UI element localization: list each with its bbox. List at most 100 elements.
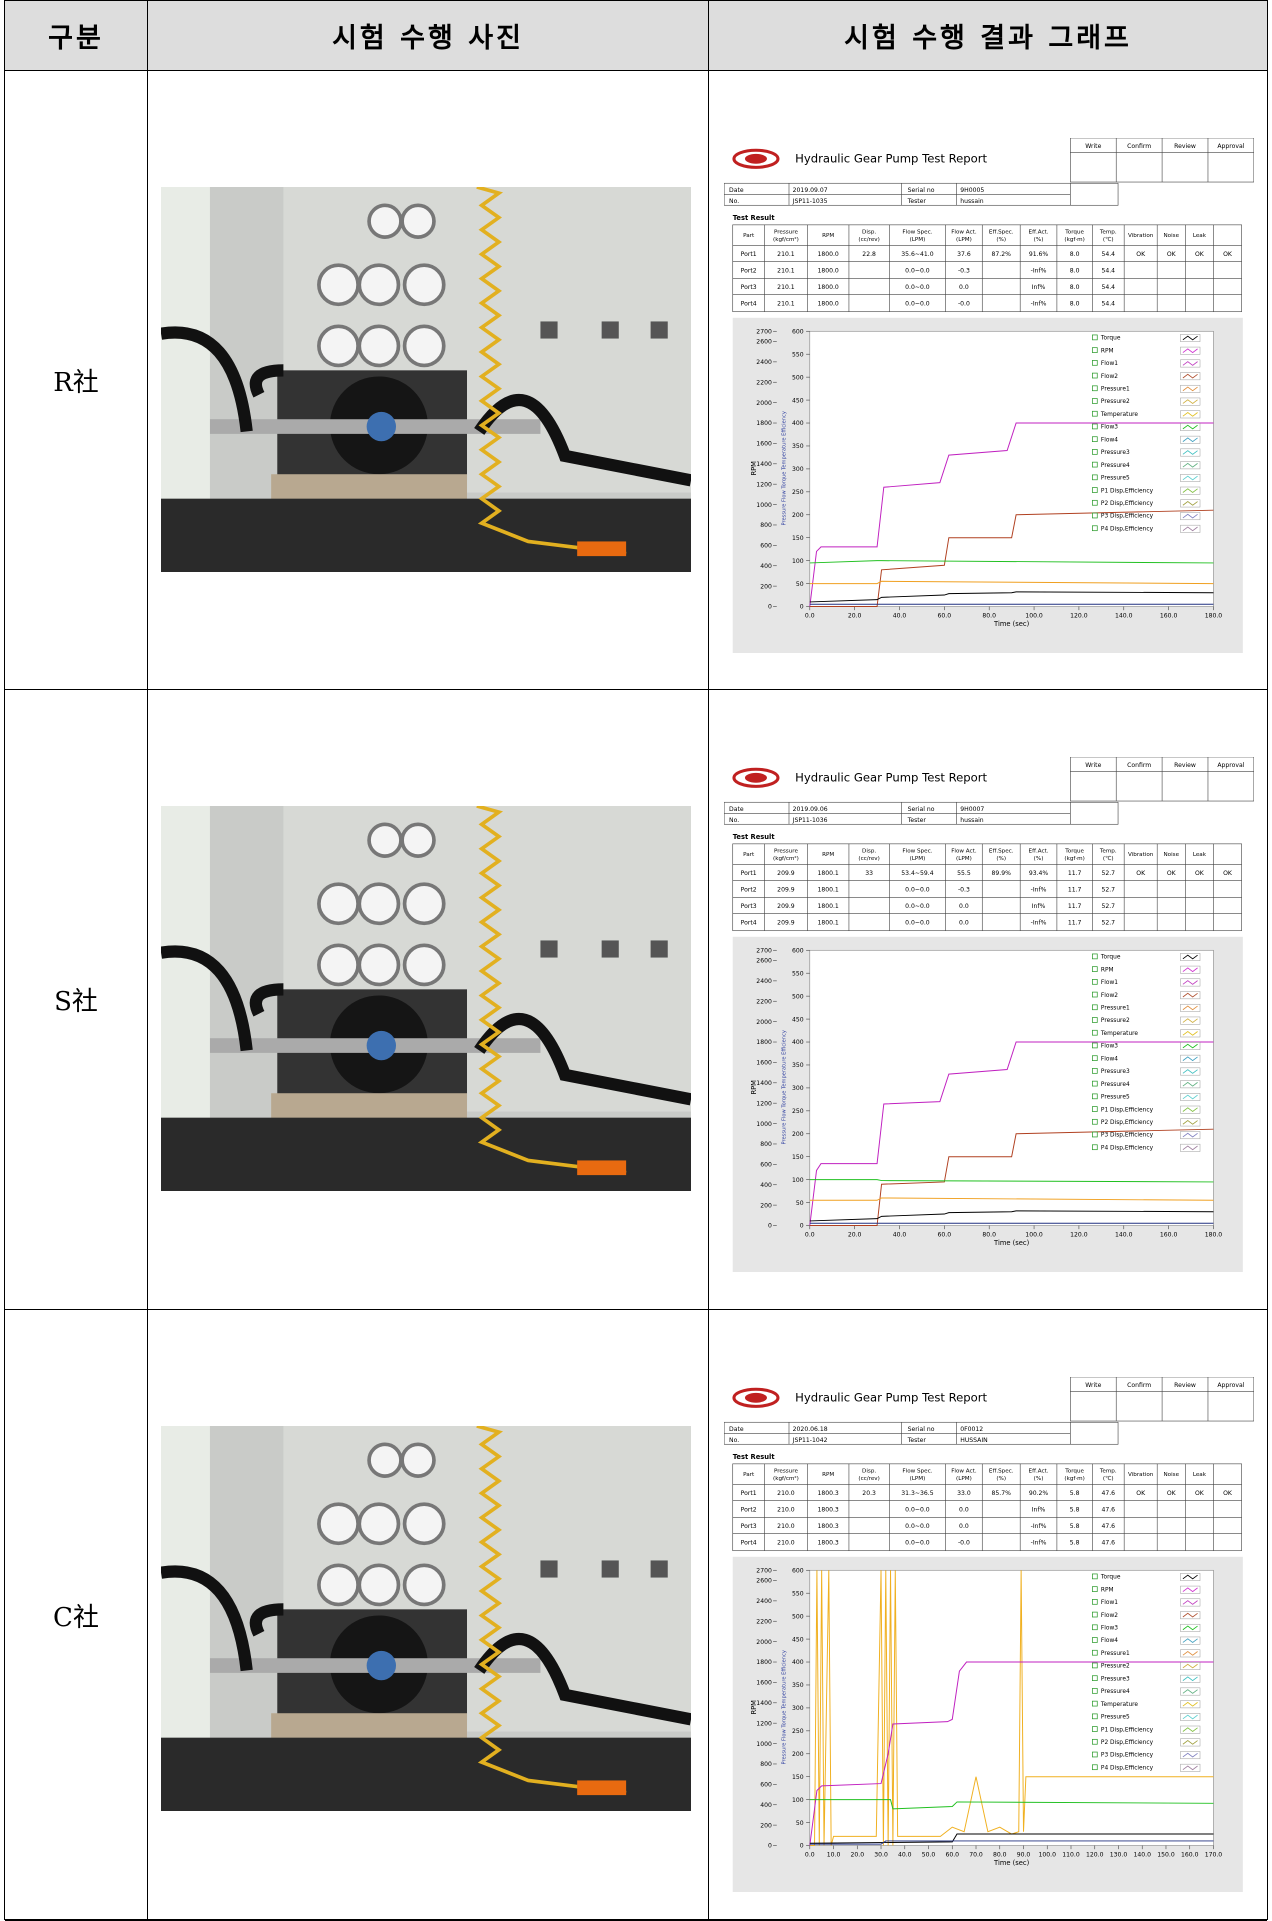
info-text: Serial no: [908, 806, 935, 813]
legend-label: Pressure1: [1101, 386, 1130, 392]
table-cell: 0.0~0.0: [905, 284, 930, 291]
legend-check: [1092, 1068, 1097, 1073]
legend-check: [1092, 488, 1097, 493]
gauge: [402, 205, 434, 237]
y2-tick-label: 1400: [756, 1700, 772, 1707]
x-tick-label: 10.0: [827, 1852, 841, 1859]
gauge: [405, 945, 444, 984]
table-header: Flow Act.: [951, 229, 977, 235]
side-wall: [161, 806, 210, 1124]
table-header: (kgf·m): [1064, 856, 1084, 862]
company-cell: C社: [5, 1310, 148, 1921]
logo-core: [745, 1393, 767, 1403]
table-cell: OK: [1223, 870, 1233, 877]
table-cell: 210.0: [777, 1523, 795, 1530]
legend-check: [1092, 475, 1097, 480]
test-report: Hydraulic Gear Pump Test ReportWriteConf…: [724, 1377, 1254, 1892]
table-cell: Port2: [741, 268, 757, 275]
legend-check: [1092, 1625, 1097, 1630]
legend-label: Flow1: [1101, 361, 1118, 367]
x-tick-label: 180.0: [1205, 1232, 1223, 1239]
table-cell: OK: [1195, 870, 1205, 877]
y2-tick-label: 2600: [756, 1578, 772, 1585]
legend-label: Flow3: [1101, 425, 1118, 431]
approval-label: Review: [1174, 1382, 1196, 1389]
table-cell: 0.0~0.0: [905, 1523, 930, 1530]
y2-axis-label: RPM: [750, 1080, 758, 1095]
info-text: 0F0012: [960, 1426, 983, 1433]
section-label: Test Result: [733, 1453, 776, 1461]
table-cell: 1800.3: [817, 1540, 838, 1547]
legend-label: Temperature: [1100, 1702, 1139, 1708]
legend-label: P4 Disp,Efficiency: [1101, 526, 1154, 532]
legend-label: RPM: [1101, 967, 1114, 973]
legend-label: Pressure5: [1101, 476, 1130, 482]
report-title: Hydraulic Gear Pump Test Report: [795, 1390, 987, 1404]
table-header: (℃): [1103, 236, 1114, 243]
info-text: Date: [729, 806, 744, 813]
table-cell: Port3: [741, 284, 757, 291]
y2-tick-label: 1200: [756, 1720, 772, 1727]
table-cell: 87.2%: [992, 251, 1012, 258]
legend-label: Flow4: [1101, 437, 1118, 443]
legend-label: Flow3: [1101, 1044, 1118, 1050]
legend-check: [1092, 967, 1097, 972]
legend-check: [1092, 1030, 1097, 1035]
fitting: [651, 321, 668, 338]
y2-tick-label: 0: [768, 604, 772, 611]
bench: [161, 1118, 691, 1191]
side-wall: [161, 187, 210, 505]
y2-tick-label: 200: [760, 1202, 772, 1209]
photo-cell: [148, 690, 709, 1310]
table-cell: Port2: [741, 887, 757, 894]
legend-label: Flow2: [1101, 374, 1118, 380]
table-cell: 55.5: [957, 870, 971, 877]
y2-tick-label: 1000: [756, 1741, 772, 1748]
x-tick-label: 60.0: [938, 1232, 952, 1239]
x-tick-label: 80.0: [982, 613, 996, 620]
legend-label: Pressure1: [1101, 1651, 1130, 1657]
connector: [577, 1780, 626, 1795]
table-header: Pressure: [774, 1468, 799, 1474]
x-tick-label: 20.0: [848, 1232, 862, 1239]
approval-label: Write: [1085, 762, 1101, 769]
table-header: (%): [996, 856, 1006, 862]
fitting: [540, 321, 557, 338]
logo-core: [745, 154, 767, 164]
x-axis-label: Time (sec): [993, 1859, 1030, 1867]
table-cell: 1800.0: [817, 251, 838, 258]
y2-tick-label: 400: [760, 1182, 772, 1189]
x-tick-label: 100.0: [1038, 1852, 1056, 1859]
table-cell: 52.7: [1101, 920, 1115, 927]
table-cell: -Inf%: [1031, 887, 1047, 894]
legend-label: Pressure3: [1101, 1676, 1130, 1682]
gauge: [319, 1565, 358, 1604]
table-header: Pressure: [774, 848, 799, 854]
legend-check: [1092, 500, 1097, 505]
table-header: Disp.: [862, 848, 876, 854]
gauge: [369, 205, 401, 237]
y2-tick-label: 1600: [756, 1680, 772, 1687]
x-tick-label: 60.0: [945, 1852, 959, 1859]
table-cell: -0.0: [958, 301, 970, 308]
y2-tick-label: 1600: [756, 441, 772, 448]
y-tick-label: 100: [792, 1797, 804, 1804]
y2-tick-label: 200: [760, 1822, 772, 1829]
gauge: [359, 1565, 398, 1604]
table-cell: 1800.0: [817, 301, 838, 308]
info-text: HUSSAIN: [960, 1437, 988, 1444]
fitting: [651, 940, 668, 957]
table-cell: 209.9: [777, 870, 795, 877]
legend-label: Pressure4: [1101, 1689, 1130, 1695]
table-header: RPM: [822, 852, 834, 858]
test-photo: [161, 1426, 691, 1811]
y-tick-label: 550: [792, 351, 804, 358]
y-tick-label: 200: [792, 1751, 804, 1758]
legend-label: Flow4: [1101, 1638, 1118, 1644]
table-cell: Port4: [741, 301, 757, 308]
table-header: (LPM): [956, 1476, 972, 1482]
approval-label: Approval: [1217, 143, 1244, 150]
table-header: Eff.Spec.: [989, 848, 1014, 854]
table-header: (kgf/cm²): [773, 855, 799, 862]
y-tick-label: 50: [796, 1820, 804, 1827]
